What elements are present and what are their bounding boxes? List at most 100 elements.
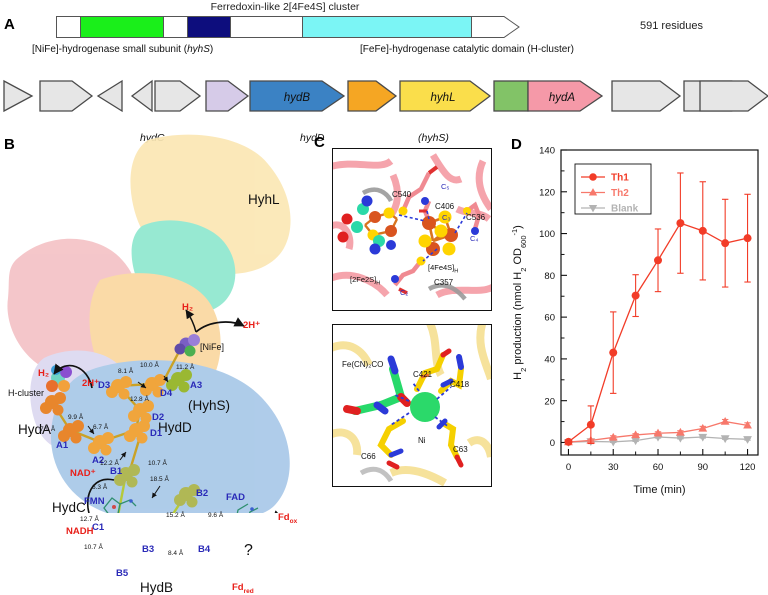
data-point-marker [698,433,708,442]
domain-segment-ferredoxin-2x4fe4s [187,16,231,38]
data-point-marker [675,427,685,436]
y-tick-label-100: 100 [539,229,555,240]
domain-segment-fefe-h-cluster [302,16,472,38]
data-point-marker [698,226,707,235]
distance-label-13: 15.2 Å [166,512,185,519]
cluster-label-c1: C1 [92,522,105,533]
annotation-nadh: NADH [66,526,94,537]
annotation-fd-ox: Fdox [278,512,298,525]
gene-label-hyhs: (hyhS) [418,132,449,144]
legend-label-th2: Th2 [611,188,629,199]
fes-clusters [40,334,259,513]
gene-arrow-flanking-1 [3,79,34,113]
distance-label-12: 10.7 Å [84,544,103,551]
cn-carbon [351,221,363,233]
gene-arrow-flanking-8 [699,80,768,112]
y-tick-label-140: 140 [539,146,555,157]
chart-legend: Th1 Th2 Blank [574,163,652,215]
gene-arrow-hyhs [493,80,529,112]
domain-segment-spacer-2 [230,16,303,38]
coordination-bonds [398,210,468,262]
cofactor-fmn [103,497,137,513]
legend-label-blank: Blank [611,204,639,215]
gene-inline-label-hyhl: hyhL [431,92,456,104]
gene-arrow-hyhl [399,80,492,112]
gene-arrow-hydd [347,80,398,112]
domain-segment-spacer-1 [163,16,188,38]
data-point-marker [698,423,708,432]
h2-production-chart: 0 20 40 60 80 100 120 140 0 30 60 90 120 Time (min) H2… [510,146,759,496]
gene-cluster-diagram: hydC hydD (hyhS) [0,64,768,144]
data-point-marker [721,239,730,248]
domain-diagram-title: Ferredoxin-like 2[4Fe4S] cluster [210,1,360,13]
complex-structure-diagram [7,134,291,513]
domain-segments [56,16,520,38]
plot-frame [560,149,759,456]
cluster-nife-site [174,334,200,357]
cluster-2fe2s-h [337,195,399,255]
data-point-marker [564,437,573,446]
data-point-marker [631,437,641,446]
residue-c357 [393,259,423,287]
y-tick-label-120: 120 [539,187,555,198]
s-atom [383,207,395,219]
data-point-marker [675,434,685,443]
y-tick-label-60: 60 [544,313,555,324]
legend-box [574,163,652,215]
gene-arrow-flanking-2 [39,80,94,112]
gene-inline-label-hyda: hydA [549,92,576,104]
domain-label-nife: [NiFe]-hydrogenase small subunit (hyhS) [32,44,214,55]
gene-arrow-hydc [205,80,250,112]
data-point-marker [743,420,752,429]
residue-c421 [414,352,446,392]
panel-d-letter: D [511,136,522,153]
data-point-marker [631,291,640,300]
annotation-question-mark: ? [244,542,253,559]
x-axis-title: Time (min) [633,484,685,496]
gene-label-hydd: hydD [300,132,325,144]
data-point-marker [588,205,598,213]
domain-label-fefe: [FeFe]-hydrogenase catalytic domain (H-c… [360,44,574,55]
domain-segment-c-terminal [471,16,520,38]
panel-c-letter: C [314,134,325,151]
data-point-marker [588,188,598,196]
y-tick-label-20: 20 [544,396,555,407]
sulfur-c540 [398,206,408,216]
cluster-group-hyda [40,392,84,444]
cysteine-residues [377,352,464,460]
fe-atom [444,228,458,242]
y-tick-label-80: 80 [544,271,555,282]
panel-b-letter: B [4,136,15,153]
cluster-4fe4s-h [418,210,458,256]
fe-atom [422,216,436,230]
panel-a: A Ferredoxin-like 2[4Fe4S] cluster 591 r… [0,0,768,62]
x-tick-label-30: 30 [608,462,619,473]
data-point-marker [609,348,618,357]
ni-coordination-bonds [390,382,452,428]
domain-segment-n-terminal [56,16,81,38]
s-atom [442,242,456,256]
gene-arrow-flanking-5 [154,80,202,112]
o-atom [341,213,353,225]
data-point-marker [720,435,730,444]
o-atom [337,231,349,243]
s-atom [438,210,452,224]
residue-c63 [440,420,460,460]
n-atom [369,243,381,255]
fe-atom [369,211,381,223]
panel-b: B [0,130,310,595]
svg-text:H2 production (nmol H2 OD600-1: H2 production (nmol H2 OD600-1) [510,225,528,380]
data-point-marker [743,234,752,243]
cluster-group-hyhs [166,369,192,393]
gene-arrow-flanking-4 [130,79,153,113]
data-point-marker [608,432,618,441]
data-point-marker [589,173,597,181]
distance-label-15: 9.6 Å [208,512,224,519]
gene-arrow-flanking-6 [611,80,682,112]
data-point-marker [654,256,663,265]
domain-architecture-bar [56,16,520,38]
fe-atom [385,225,397,237]
legend-label-th1: Th1 [611,173,629,184]
cluster-group-hydd [88,374,166,456]
s-atom [434,224,448,238]
